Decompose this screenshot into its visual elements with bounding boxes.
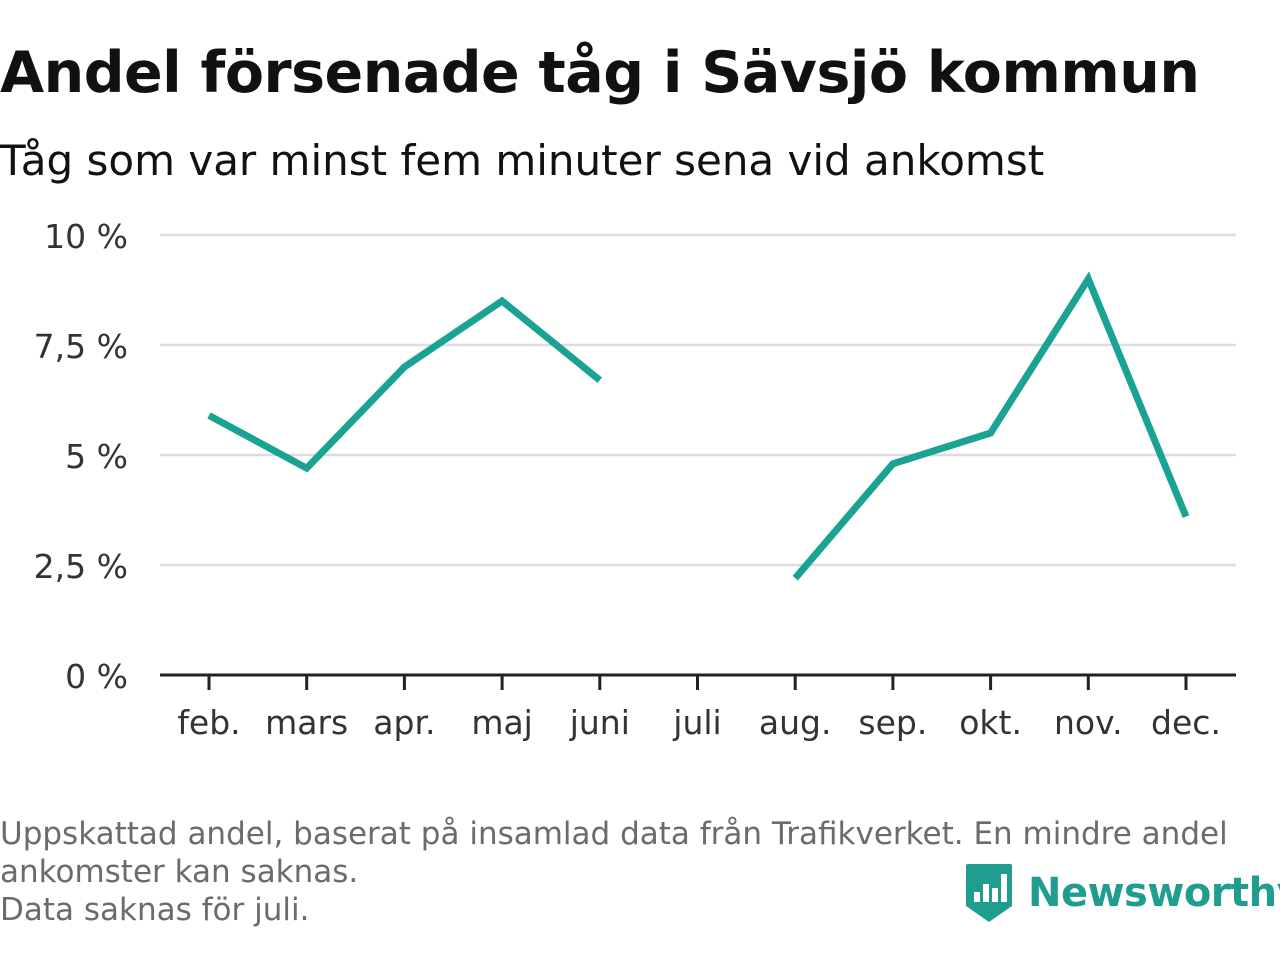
line-chart: 0 % 2,5 % 5 % 7,5 % 10 % feb. mars apr. maj juni…: [34, 217, 1236, 742]
x-tick-label: okt.: [959, 703, 1022, 742]
x-tick-label: aug.: [759, 703, 832, 742]
x-tick-label: juni: [569, 703, 630, 742]
x-tick-label: mars: [265, 703, 348, 742]
newsworthy-logo-icon: [966, 864, 1012, 922]
series-line-segment: [792, 271, 1190, 581]
chart-subtitle: Tåg som var minst fem minuter sena vid a…: [0, 136, 1045, 185]
footnote-line-3: Data saknas för juli.: [0, 892, 310, 928]
logo-text: Newsworthy: [1028, 870, 1280, 916]
footnote-line-2: ankomster kan saknas.: [0, 854, 359, 890]
x-axis: feb. mars apr. maj juni juli aug. sep. okt. nov. d…: [160, 673, 1236, 742]
x-tick-label: apr.: [373, 703, 435, 742]
footnote-line-1: Uppskattad andel, baserat på insamlad da…: [0, 816, 1228, 852]
y-tick-label: 2,5 %: [34, 547, 128, 586]
x-tick-label: feb.: [177, 703, 240, 742]
x-tick-label: nov.: [1054, 703, 1123, 742]
x-tick-label: dec.: [1151, 703, 1221, 742]
chart-title: Andel försenade tåg i Sävsjö kommun: [0, 40, 1200, 106]
x-tick-label: sep.: [858, 703, 927, 742]
x-tick-label: juli: [672, 703, 721, 742]
y-axis-ticks: 0 % 2,5 % 5 % 7,5 % 10 %: [34, 217, 128, 696]
y-tick-label: 0 %: [65, 657, 128, 696]
series-lines: [207, 271, 1190, 581]
gridlines: [160, 233, 1236, 567]
footnote: Uppskattad andel, baserat på insamlad da…: [0, 815, 1228, 929]
series-line-segment: [207, 296, 603, 473]
y-tick-label: 5 %: [65, 437, 128, 476]
newsworthy-logo: Newsworthy: [964, 862, 1280, 924]
x-tick-label: maj: [471, 703, 533, 742]
y-tick-label: 10 %: [44, 217, 128, 256]
y-tick-label: 7,5 %: [34, 327, 128, 366]
